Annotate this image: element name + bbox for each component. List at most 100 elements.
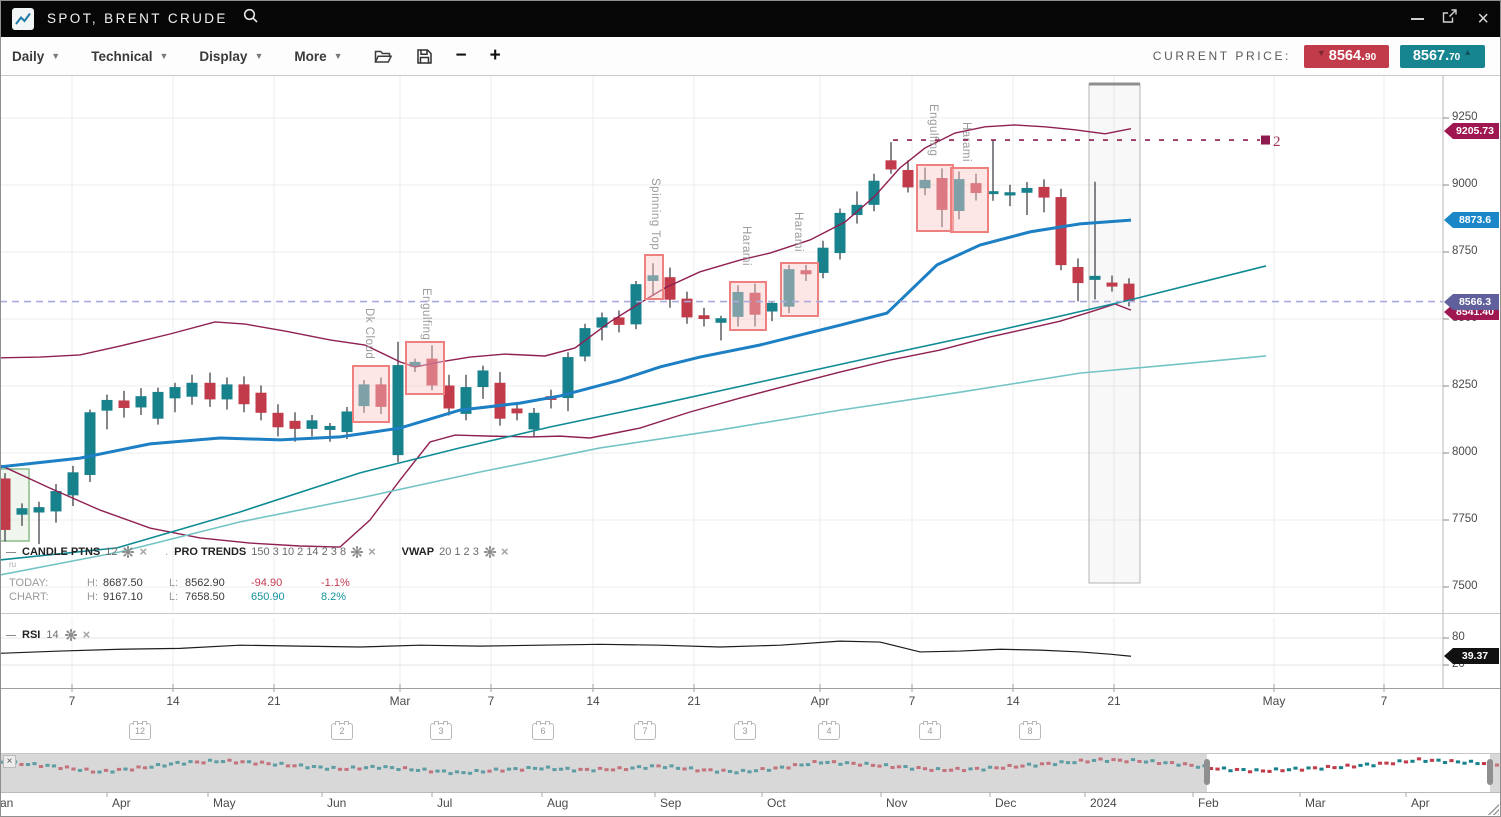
chevron-down-icon: ▼ (254, 51, 264, 61)
menu-display[interactable]: Display ▼ (199, 48, 264, 64)
calendar-event-icon[interactable]: 7 (634, 721, 656, 740)
time-axis-label: 7 (68, 694, 76, 708)
time-axis-label: 7 (908, 694, 916, 708)
calendar-event-icon[interactable]: 6 (532, 721, 554, 740)
close-icon[interactable]: × (368, 544, 376, 559)
navigator-month-label: Jun (327, 796, 347, 810)
minimize-button[interactable] (1411, 17, 1425, 20)
price-axis-label: 8000 (1452, 446, 1478, 458)
navigator-month-label: 2024 (1090, 796, 1117, 810)
bollinger-upper (0, 124, 1132, 368)
zoom-out-button[interactable]: − (455, 45, 467, 66)
save-icon[interactable] (416, 48, 433, 65)
close-icon[interactable]: × (139, 544, 148, 559)
navigator-handle-right[interactable] (1487, 759, 1493, 785)
rsi-axis-label: 80 (1452, 631, 1465, 643)
price-axis-label: 9250 (1452, 111, 1478, 123)
bid-price-badge: ▼ 8564. 90 (1304, 44, 1389, 68)
close-button[interactable]: × (1477, 7, 1489, 30)
pattern-box (916, 164, 954, 232)
legend-pro-trends[interactable]: PRO TRENDS 150 3 10 2 14 2 3 8 × (174, 544, 376, 559)
settings-icon[interactable] (351, 546, 363, 558)
menu-more[interactable]: More ▼ (294, 48, 343, 64)
navigator-month-label: Dec (995, 796, 1017, 810)
close-icon[interactable]: × (82, 627, 91, 642)
title-bar: SPOT, BRENT CRUDE × (0, 0, 1501, 37)
app-logo-icon (12, 7, 34, 30)
popout-button[interactable] (1441, 8, 1460, 30)
time-axis-label: 14 (166, 694, 180, 708)
price-badge: 8873.6 (1444, 212, 1499, 228)
menu-technical[interactable]: Technical ▼ (91, 48, 169, 64)
navigator-month-label: Jul (437, 796, 453, 810)
calendar-event-icon[interactable]: 8 (1019, 721, 1041, 740)
pattern-label: Dk Cloud (363, 308, 375, 359)
time-axis-label: Mar (389, 694, 411, 708)
chevron-down-icon: ▼ (51, 51, 61, 61)
navigator-close-button[interactable]: × (3, 755, 16, 768)
pattern-box (729, 281, 767, 331)
arrow-up-icon: ▲ (1463, 47, 1473, 57)
navigator-window (1207, 753, 1490, 792)
bollinger-lower (0, 303, 1132, 548)
settings-icon[interactable] (122, 546, 134, 558)
time-axis-label: 7 (487, 694, 495, 708)
price-axis-label: 8250 (1452, 379, 1478, 391)
settings-icon[interactable] (484, 546, 496, 558)
navigator-month-label: Apr (112, 796, 131, 810)
time-axis-label: May (1262, 694, 1286, 708)
calendar-event-icon[interactable]: 3 (430, 721, 452, 740)
pattern-label: Harami (740, 226, 752, 266)
rsi-value-badge: 39.37 (1444, 648, 1499, 664)
time-axis-label: 7 (1380, 694, 1388, 708)
level-label: 2 (1273, 134, 1281, 150)
legend-vwap[interactable]: VWAP 20 1 2 3 × (401, 544, 509, 559)
navigator-month-label: Oct (767, 796, 786, 810)
navigator-month-label: Nov (886, 796, 908, 810)
time-axis-label: 14 (586, 694, 600, 708)
navigator-month-label: an (0, 796, 14, 810)
calendar-event-icon[interactable]: 4 (818, 721, 840, 740)
price-axis-label: 8750 (1452, 245, 1478, 257)
menu-daily[interactable]: Daily ▼ (12, 48, 61, 64)
chevron-down-icon: ▼ (333, 51, 343, 61)
time-axis-label: 14 (1006, 694, 1020, 708)
ask-price-badge: 8567. 70 ▲ (1400, 44, 1485, 68)
today-stats: TODAY: H: 8687.50 L: 8562.90 -94.90 -1.1… (9, 577, 350, 589)
pattern-label: Harami (960, 122, 972, 162)
legend-separator: . (165, 546, 169, 558)
projection-box (1088, 83, 1141, 584)
arrow-down-icon: ▼ (1316, 48, 1326, 58)
open-folder-icon[interactable] (373, 48, 393, 65)
time-axis-label: Apr (810, 694, 830, 708)
pattern-box (950, 167, 989, 233)
search-icon[interactable] (242, 7, 260, 30)
indicator-legend: CANDLE PTNS 12 × . PRO TRENDS 150 3 10 2… (6, 544, 520, 559)
moving-average (0, 218, 1132, 469)
chevron-down-icon: ▼ (159, 51, 169, 61)
window-title: SPOT, BRENT CRUDE (47, 11, 228, 26)
candles-layer (0, 140, 1135, 545)
time-axis-label: 21 (267, 694, 281, 708)
pattern-box (405, 341, 445, 395)
navigator-month-label: Feb (1198, 796, 1219, 810)
navigator-month-label: May (213, 796, 236, 810)
time-axis-label: 21 (1107, 694, 1121, 708)
legend-line-icon (6, 634, 16, 636)
settings-icon[interactable] (65, 629, 77, 641)
chart-stats: CHART: H: 9167.10 L: 7658.50 650.90 8.2% (9, 591, 347, 603)
navigator-month-label: Apr (1411, 796, 1430, 810)
legend-candle-ptns[interactable]: CANDLE PTNS 12 × (22, 544, 148, 559)
rsi-legend[interactable]: RSI 14 × (6, 627, 91, 642)
zoom-in-button[interactable]: + (489, 45, 501, 66)
current-price-label: CURRENT PRICE: (1152, 49, 1291, 63)
calendar-event-icon[interactable]: 3 (734, 721, 756, 740)
calendar-event-icon[interactable]: 12 (129, 721, 151, 740)
clipped-pattern-label: ru (9, 560, 17, 569)
close-icon[interactable]: × (500, 544, 509, 559)
calendar-event-icon[interactable]: 2 (331, 721, 353, 740)
navigator-handle-left[interactable] (1204, 759, 1210, 785)
calendar-event-icon[interactable]: 4 (919, 721, 941, 740)
